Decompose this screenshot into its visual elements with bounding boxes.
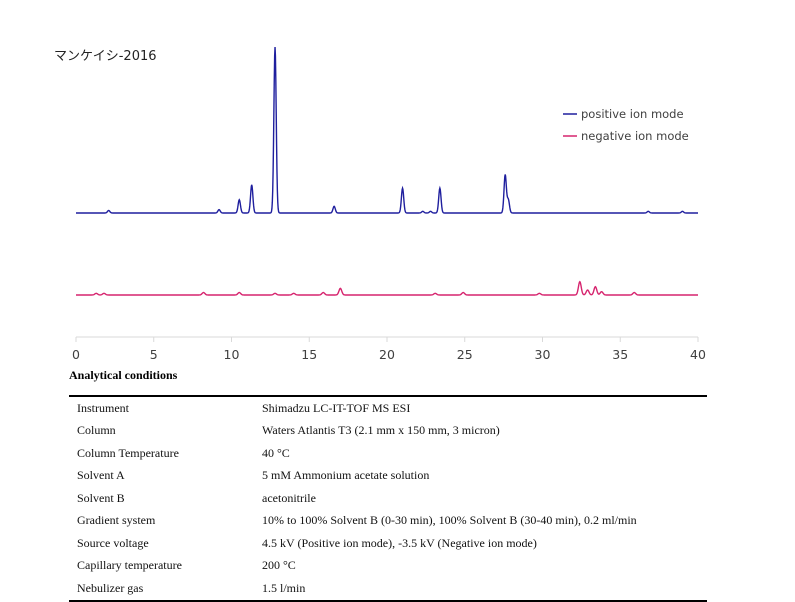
condition-label: Solvent B bbox=[77, 490, 125, 505]
condition-label: Column bbox=[77, 423, 116, 438]
conditions-row: Source voltage 4.5 kV (Positive ion mode)… bbox=[69, 532, 707, 555]
conditions-row: Column Waters Atlantis T3 (2.1 mm x 150 m… bbox=[69, 420, 707, 443]
condition-value: Waters Atlantis T3 (2.1 mm x 150 mm, 3 m… bbox=[262, 423, 500, 438]
x-axis-ticks: 0 5 10 15 20 25 30 35 40 bbox=[72, 337, 706, 362]
conditions-row: Solvent B acetonitrile bbox=[69, 487, 707, 510]
x-tick-label: 20 bbox=[379, 347, 395, 362]
condition-label: Instrument bbox=[77, 400, 129, 415]
x-tick-label: 0 bbox=[72, 347, 80, 362]
condition-value: 5 mM Ammonium acetate solution bbox=[262, 468, 430, 483]
negative-ion-trace bbox=[76, 280, 698, 296]
condition-value: acetonitrile bbox=[262, 490, 316, 505]
condition-label: Source voltage bbox=[77, 535, 149, 550]
conditions-row: Solvent A 5 mM Ammonium acetate solution bbox=[69, 465, 707, 488]
x-tick-label: 10 bbox=[224, 347, 240, 362]
condition-label: Nebulizer gas bbox=[77, 580, 144, 595]
condition-label: Capillary temperature bbox=[77, 558, 182, 573]
x-tick-label: 15 bbox=[301, 347, 317, 362]
x-tick-label: 40 bbox=[690, 347, 706, 362]
positive-ion-trace bbox=[76, 46, 698, 214]
condition-label: Gradient system bbox=[77, 513, 156, 528]
condition-value: 4.5 kV (Positive ion mode), -3.5 kV (Neg… bbox=[262, 535, 537, 550]
chart-legend: positive ion mode negative ion mode bbox=[563, 107, 689, 143]
conditions-row: Capillary temperature 200 °C bbox=[69, 555, 707, 578]
conditions-table: Instrument Shimadzu LC-IT-TOF MS ESI Colum… bbox=[69, 395, 707, 602]
chromatogram-chart: マンケイシ-2016 positive ion mode negative io… bbox=[54, 46, 706, 362]
condition-label: Column Temperature bbox=[77, 445, 179, 460]
condition-value: Shimadzu LC-IT-TOF MS ESI bbox=[262, 400, 411, 415]
legend-label-negative: negative ion mode bbox=[581, 129, 689, 143]
condition-value: 200 °C bbox=[262, 558, 296, 573]
conditions-row: Instrument Shimadzu LC-IT-TOF MS ESI bbox=[69, 396, 707, 420]
condition-value: 40 °C bbox=[262, 445, 290, 460]
condition-value: 1.5 l/min bbox=[262, 580, 306, 595]
x-tick-label: 30 bbox=[535, 347, 551, 362]
x-tick-label: 35 bbox=[612, 347, 628, 362]
conditions-row: Column Temperature 40 °C bbox=[69, 442, 707, 465]
x-tick-label: 5 bbox=[150, 347, 158, 362]
legend-label-positive: positive ion mode bbox=[581, 107, 684, 121]
conditions-row: Gradient system 10% to 100% Solvent B (0-… bbox=[69, 510, 707, 533]
condition-label: Solvent A bbox=[77, 468, 125, 483]
chart-title: マンケイシ-2016 bbox=[54, 49, 157, 64]
conditions-heading: Analytical conditions bbox=[69, 368, 178, 382]
conditions-row: Nebulizer gas 1.5 l/min bbox=[69, 577, 707, 601]
x-tick-label: 25 bbox=[457, 347, 473, 362]
condition-value: 10% to 100% Solvent B (0-30 min), 100% S… bbox=[262, 513, 637, 528]
chart-traces bbox=[76, 46, 698, 296]
